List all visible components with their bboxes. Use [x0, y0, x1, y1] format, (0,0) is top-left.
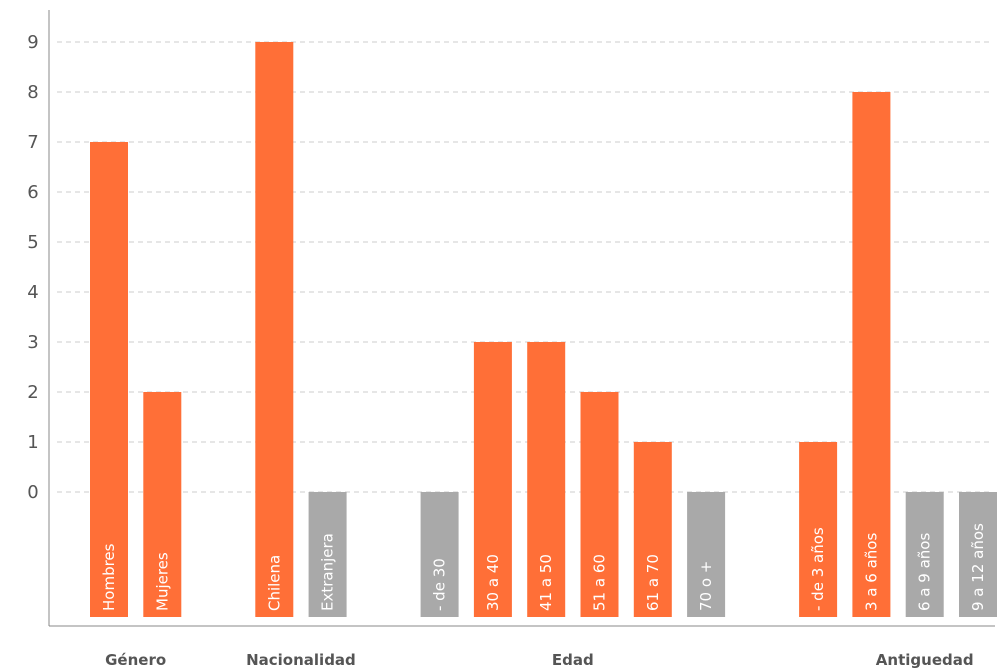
bar-labels: Hombres Mujeres Chilena Extranjera - de 30 30… [100, 523, 987, 611]
bar [633, 442, 672, 617]
y-axis-ticks: 0 1 2 3 4 5 6 7 8 9 [27, 32, 38, 503]
y-tick-label: 8 [27, 82, 38, 103]
gridlines [57, 41, 990, 493]
bar [580, 392, 619, 617]
bar [527, 342, 566, 617]
bar-label: 41 a 50 [537, 554, 555, 611]
y-tick-label: 7 [27, 132, 38, 153]
y-tick-label: 9 [27, 32, 38, 53]
bar [255, 42, 294, 617]
bar [143, 392, 182, 617]
bar [687, 492, 726, 617]
y-tick-label: 0 [27, 482, 38, 503]
group-label: Edad [552, 651, 594, 669]
group-label: Antiguedad [876, 651, 974, 669]
bar [308, 492, 347, 617]
group-label: Nacionalidad [246, 651, 356, 669]
group-label: Género [105, 651, 166, 669]
bar [905, 492, 944, 617]
bar-label: 9 a 12 años [969, 523, 987, 611]
y-tick-label: 5 [27, 232, 38, 253]
group-labels: Género Nacionalidad Edad Antiguedad [105, 651, 973, 669]
bar-label: 6 a 9 años [916, 533, 934, 611]
y-tick-label: 4 [27, 282, 38, 303]
bar-label: - de 3 años [809, 527, 827, 611]
bar-label: Hombres [100, 543, 118, 611]
bar-label: 61 a 70 [644, 554, 662, 611]
bar [420, 492, 459, 617]
y-tick-label: 1 [27, 432, 38, 453]
bar-label: 30 a 40 [484, 554, 502, 611]
bar [852, 92, 891, 617]
bar-label: Mujeres [153, 552, 171, 611]
bar-label: Extranjera [319, 533, 337, 611]
bar [473, 342, 512, 617]
y-tick-label: 3 [27, 332, 38, 353]
bar-label: Chilena [265, 555, 283, 611]
bar [799, 442, 838, 617]
bar-label: 51 a 60 [591, 554, 609, 611]
bar [959, 492, 997, 617]
y-tick-label: 2 [27, 382, 38, 403]
y-tick-label: 6 [27, 182, 38, 203]
bar [90, 142, 128, 617]
bar-label: 70 o + [697, 561, 715, 611]
bar-label: - de 30 [431, 558, 449, 611]
bars [90, 42, 997, 617]
bar-label: 3 a 6 años [862, 533, 880, 611]
